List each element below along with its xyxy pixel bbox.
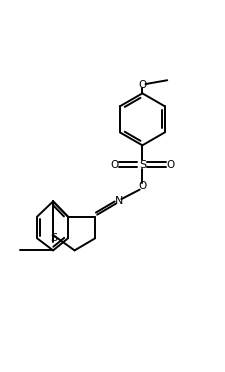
Text: S: S <box>138 160 145 170</box>
Text: S: S <box>50 234 57 243</box>
Text: O: O <box>138 80 146 90</box>
Text: O: O <box>138 182 146 192</box>
Text: N: N <box>114 196 122 206</box>
Text: O: O <box>166 160 174 170</box>
Text: O: O <box>110 160 118 170</box>
